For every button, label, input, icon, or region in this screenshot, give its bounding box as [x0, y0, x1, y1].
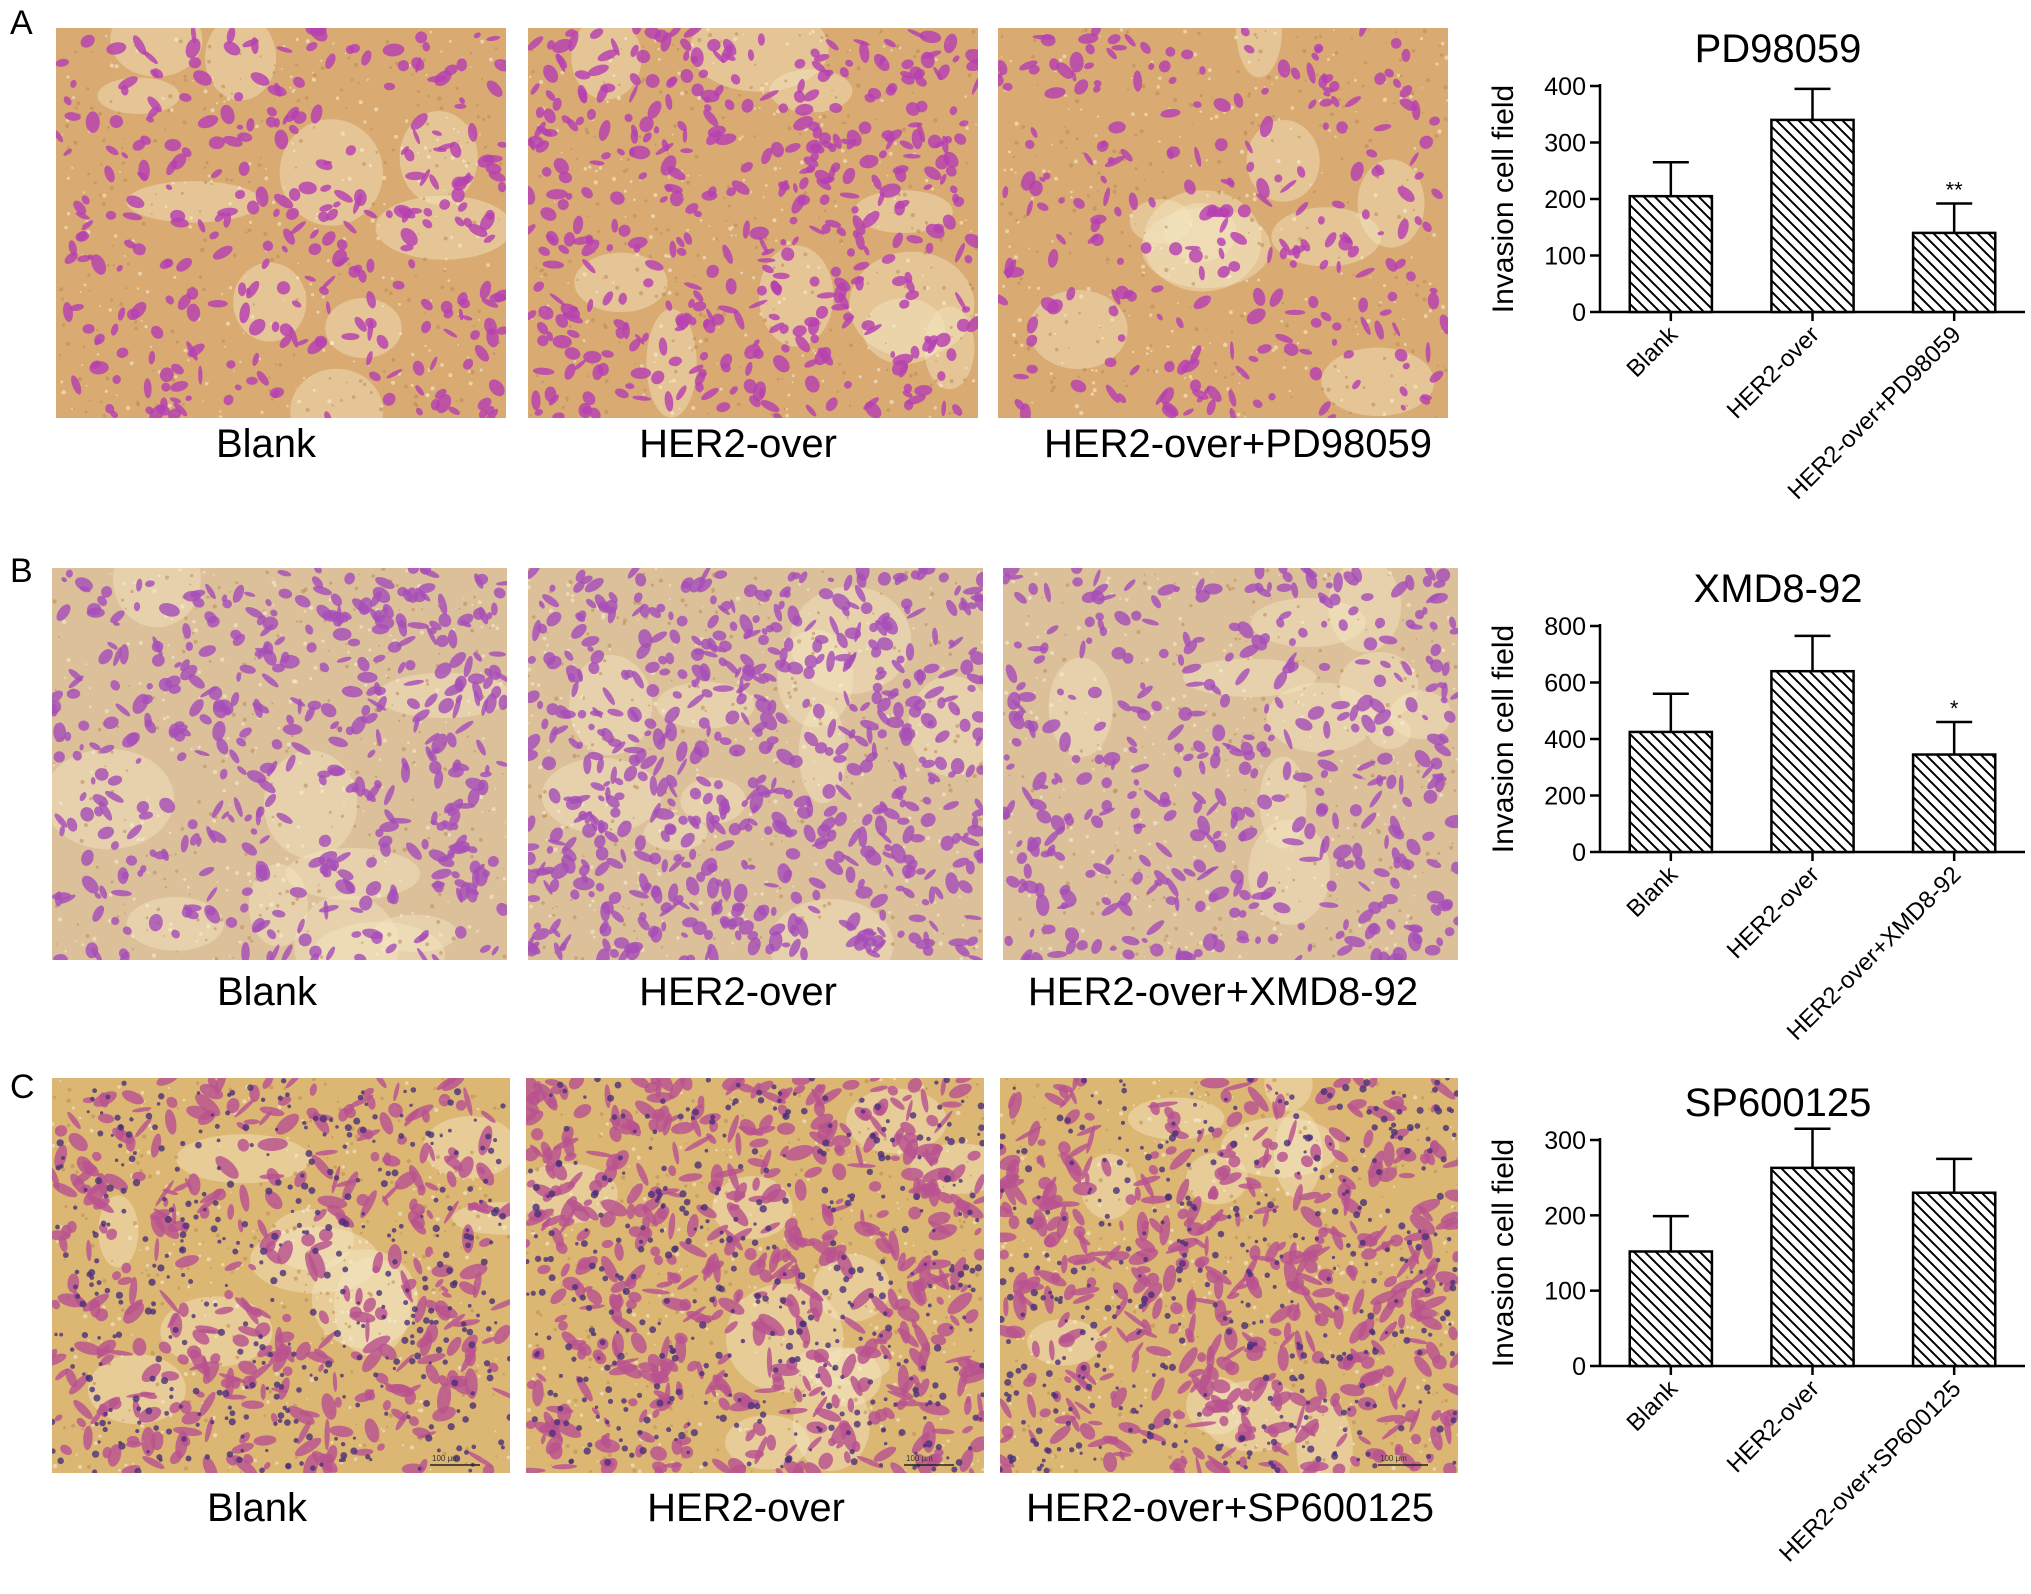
- bar-chart-xmd8-92: XMD8-92 Invasion cell field 0 200 400 600 800 B…: [1480, 540, 2031, 1070]
- y-tick-label: 400: [1544, 726, 1586, 754]
- caption-c-her2-over: HER2-over: [647, 1486, 845, 1530]
- y-tick-label: 300: [1544, 1127, 1586, 1155]
- error-bar: [1794, 634, 1831, 672]
- y-axis-label: Invasion cell field: [1487, 625, 1520, 853]
- scale-bar-label: 100 μm: [906, 1454, 933, 1463]
- micrograph-a-blank: [56, 28, 506, 418]
- caption-c-her2-over-sp600125: HER2-over+SP600125: [1025, 1486, 1435, 1530]
- y-tick-label: 0: [1572, 1353, 1586, 1381]
- bar: [1628, 730, 1714, 854]
- x-tick-label: Blank: [1622, 860, 1684, 922]
- significance-marker: **: [1946, 178, 1964, 203]
- error-bar: [1936, 1157, 1973, 1193]
- error-bar: [1652, 161, 1689, 197]
- error-bar: [1936, 720, 1973, 755]
- micrograph-texture: 100 μm: [526, 1078, 984, 1473]
- bar: [1770, 669, 1855, 854]
- y-tick-label: 800: [1544, 613, 1586, 641]
- bar-chart-sp600125: SP600125 Invasion cell field 0 100 200 300 Bla…: [1480, 1054, 2031, 1584]
- micrograph-texture: [528, 568, 983, 960]
- micrograph-texture: [1003, 568, 1458, 960]
- micrograph-texture: 100 μm: [52, 1078, 510, 1473]
- error-bar: [1794, 1127, 1831, 1168]
- panel-letter-a: A: [10, 4, 33, 42]
- x-tick-label: Blank: [1622, 1374, 1684, 1436]
- chart-title: PD98059: [1695, 27, 1862, 71]
- y-axis-label: Invasion cell field: [1487, 85, 1520, 313]
- micrograph-a-her2-over-pd98059: [998, 28, 1448, 418]
- caption-b-blank: Blank: [216, 970, 318, 1014]
- y-tick-label: 100: [1544, 243, 1586, 271]
- bar: [1770, 118, 1855, 314]
- error-bar: [1652, 692, 1689, 732]
- significance-marker: *: [1950, 696, 1959, 721]
- micrograph-texture: 100 μm: [1000, 1078, 1458, 1473]
- caption-b-her2-over: HER2-over: [639, 970, 837, 1014]
- bar: [1628, 1250, 1714, 1368]
- micrograph-c-her2-over-sp600125: 100 μm: [1000, 1078, 1458, 1473]
- caption-c-blank: Blank: [206, 1486, 308, 1530]
- micrograph-a-her2-over: [528, 28, 978, 418]
- bar: [1911, 231, 1997, 314]
- chart-svg: PD98059 Invasion cell field 0 100 200 300 400 B…: [1487, 27, 2025, 505]
- error-bar: [1652, 1214, 1689, 1252]
- y-tick-label: 300: [1544, 130, 1586, 158]
- bar: [1911, 1191, 1997, 1368]
- scale-bar-label: 100 μm: [432, 1454, 459, 1463]
- x-tick-label: HER2-over: [1722, 1375, 1825, 1478]
- chart-title: XMD8-92: [1694, 567, 1863, 611]
- y-tick-label: 200: [1544, 186, 1586, 214]
- caption-a-her2-over-pd98059: HER2-over+PD98059: [1044, 422, 1432, 466]
- bar: [1770, 1166, 1855, 1368]
- y-tick-label: 200: [1544, 1202, 1586, 1230]
- error-bar: [1936, 202, 1973, 233]
- micrograph-b-her2-over: [528, 568, 983, 960]
- caption-b-her2-over-xmd8-92: HER2-over+XMD8-92: [1027, 970, 1419, 1014]
- y-tick-label: 0: [1572, 299, 1586, 327]
- bar: [1628, 194, 1714, 314]
- panel-letter-b: B: [10, 552, 33, 590]
- micrograph-c-blank: 100 μm: [52, 1078, 510, 1473]
- y-tick-label: 0: [1572, 839, 1586, 867]
- x-tick-label: HER2-over: [1722, 861, 1825, 964]
- micrograph-texture: [998, 28, 1448, 418]
- chart-svg: SP600125 Invasion cell field 0 100 200 300 Bla…: [1487, 1081, 2025, 1567]
- micrograph-c-her2-over: 100 μm: [526, 1078, 984, 1473]
- y-axis-label: Invasion cell field: [1487, 1139, 1520, 1367]
- x-tick-label: Blank: [1622, 320, 1684, 382]
- y-tick-label: 100: [1544, 1278, 1586, 1306]
- panel-letter-c: C: [10, 1068, 35, 1106]
- caption-a-blank: Blank: [215, 422, 317, 466]
- micrograph-texture: [52, 568, 507, 960]
- y-tick-label: 200: [1544, 783, 1586, 811]
- caption-a-her2-over: HER2-over: [639, 422, 837, 466]
- micrograph-b-her2-over-xmd8-92: [1003, 568, 1458, 960]
- y-tick-label: 600: [1544, 670, 1586, 698]
- micrograph-b-blank: [52, 568, 507, 960]
- y-tick-label: 400: [1544, 73, 1586, 101]
- bar-chart-pd98059: PD98059 Invasion cell field 0 100 200 300 400 B…: [1480, 0, 2031, 530]
- micrograph-texture: [56, 28, 506, 418]
- micrograph-texture: [528, 28, 978, 418]
- x-tick-label: HER2-over: [1722, 321, 1825, 424]
- scale-bar-label: 100 μm: [1380, 1454, 1407, 1463]
- chart-svg: XMD8-92 Invasion cell field 0 200 400 600 800 B…: [1487, 567, 2025, 1046]
- chart-title: SP600125: [1685, 1081, 1872, 1125]
- bar: [1911, 753, 1997, 854]
- error-bar: [1794, 87, 1831, 120]
